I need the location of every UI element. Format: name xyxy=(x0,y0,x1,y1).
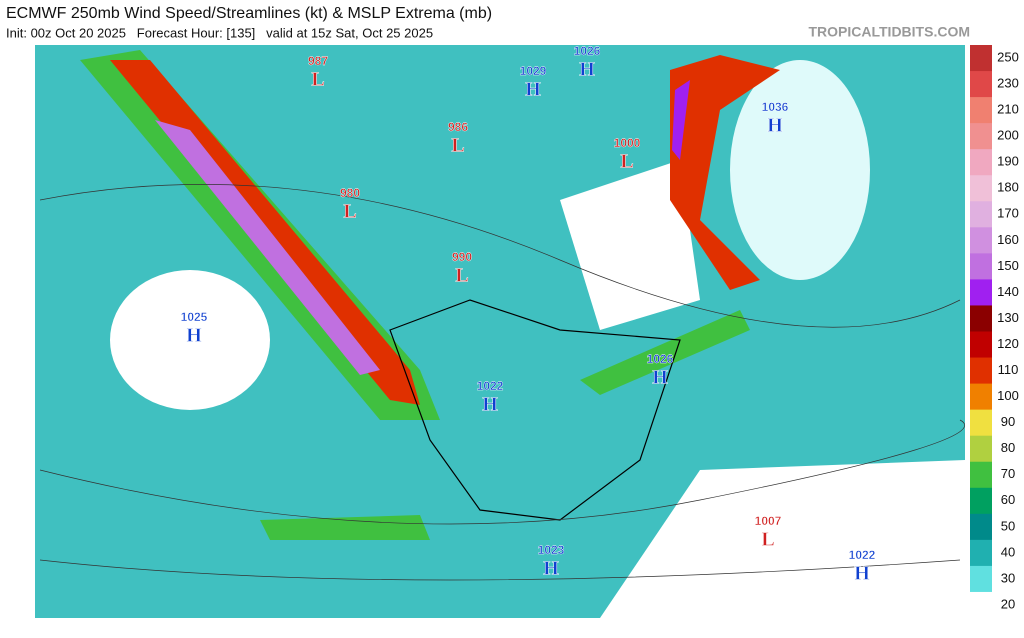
colorbar-label: 160 xyxy=(997,232,1019,247)
colorbar-label: 110 xyxy=(998,362,1019,377)
pressure-letter: L xyxy=(343,201,356,223)
pressure-value: 980 xyxy=(340,186,360,200)
calm-area xyxy=(110,270,270,410)
pressure-value: 1022 xyxy=(849,548,876,562)
calm-area xyxy=(600,460,965,618)
colorbar-swatch xyxy=(970,513,992,541)
jet-band xyxy=(260,515,430,540)
pressure-value: 1026 xyxy=(574,44,601,58)
pressure-value: 990 xyxy=(452,250,472,264)
colorbar-swatch xyxy=(970,331,992,359)
pressure-letter: H xyxy=(186,325,202,347)
colorbar-swatch xyxy=(970,383,992,411)
colorbar-swatch xyxy=(970,461,992,489)
jet-core xyxy=(155,120,380,375)
pressure-letter: H xyxy=(854,563,870,585)
calm-area xyxy=(730,60,870,280)
pressure-letter: L xyxy=(455,265,468,287)
pressure-value: 1029 xyxy=(520,64,547,78)
pressure-letter: L xyxy=(620,151,633,173)
pressure-value: 1023 xyxy=(538,543,565,557)
pressure-centers: 987L986L980L990L1000L1007L1025H1029H1026… xyxy=(180,44,876,585)
colorbar-swatch xyxy=(970,71,992,98)
colorbar-label: 210 xyxy=(997,102,1019,117)
colorbar-swatch xyxy=(970,45,992,72)
colorbar-label: 20 xyxy=(1001,596,1015,611)
colorbar-swatch xyxy=(970,357,992,385)
pressure-letter: H xyxy=(579,59,595,81)
colorbar-label: 230 xyxy=(997,76,1019,91)
coastline xyxy=(389,299,681,521)
pressure-value: 987 xyxy=(308,54,328,68)
site: TROPICALTIDBITS.COM xyxy=(808,24,970,40)
pressure-value: 1036 xyxy=(762,100,789,114)
colorbar-swatch xyxy=(970,201,992,228)
pressure-value: 1022 xyxy=(477,379,504,393)
colorbar-label: 100 xyxy=(997,388,1019,403)
colorbar-label: 140 xyxy=(997,284,1019,299)
colorbar-swatch xyxy=(970,435,992,463)
pressure-value: 986 xyxy=(448,120,468,134)
colorbar-swatch xyxy=(970,539,992,567)
colorbar-swatch xyxy=(970,409,992,437)
colorbar-swatch xyxy=(970,149,992,176)
pressure-letter: L xyxy=(451,135,464,157)
colorbar-label: 80 xyxy=(1001,440,1015,455)
pressure-letter: L xyxy=(311,69,324,91)
calm-area xyxy=(560,160,700,330)
jet-band xyxy=(580,310,750,395)
colorbar-swatch xyxy=(970,279,992,306)
colorbar-label: 30 xyxy=(1001,570,1015,585)
pressure-value: 1026 xyxy=(647,352,674,366)
colorbar-swatch xyxy=(970,305,992,332)
colorbar-label: 90 xyxy=(1001,414,1015,429)
pressure-letter: H xyxy=(525,79,541,101)
colorbar-swatch xyxy=(970,487,992,515)
pressure-letter: H xyxy=(543,558,559,580)
colorbar-label: 70 xyxy=(1001,466,1015,481)
map xyxy=(35,45,966,618)
colorbar-label: 180 xyxy=(997,180,1019,195)
colorbar-swatch xyxy=(970,175,992,202)
colorbar-label: 60 xyxy=(1001,492,1015,507)
pressure-letter: L xyxy=(761,529,774,551)
pressure-value: 1025 xyxy=(181,310,208,324)
pressure-letter: H xyxy=(482,394,498,416)
subtitle: Init: 00z Oct 20 2025 Forecast Hour: [13… xyxy=(6,25,433,40)
colorbar-swatch xyxy=(970,97,992,124)
colorbar-swatch xyxy=(970,253,992,280)
colorbar-swatch xyxy=(970,227,992,254)
pressure-letter: H xyxy=(652,367,668,389)
colorbar-swatch xyxy=(970,565,992,593)
colorbar-swatch xyxy=(970,123,992,150)
title: ECMWF 250mb Wind Speed/Streamlines (kt) … xyxy=(6,5,492,22)
pressure-value: 1000 xyxy=(614,136,641,150)
jet-core xyxy=(672,80,690,160)
colorbar-label: 250 xyxy=(997,49,1019,64)
colorbar-label: 120 xyxy=(997,336,1019,351)
colorbar-label: 190 xyxy=(997,154,1019,169)
jet-band xyxy=(670,55,780,290)
colorbar-label: 150 xyxy=(997,258,1019,273)
streamline xyxy=(39,184,966,581)
colorbar-swatch xyxy=(970,591,992,619)
colorbar-label: 130 xyxy=(997,310,1019,325)
pressure-letter: H xyxy=(767,115,783,137)
pressure-value: 1007 xyxy=(755,514,782,528)
colorbar: 250 230 210 200 190 180 170 160 150 140 130 120 110 1… xyxy=(970,45,1019,619)
colorbar-label: 50 xyxy=(1001,518,1015,533)
colorbar-label: 200 xyxy=(997,128,1019,143)
colorbar-label: 170 xyxy=(997,206,1019,221)
colorbar-label: 40 xyxy=(1001,544,1015,559)
